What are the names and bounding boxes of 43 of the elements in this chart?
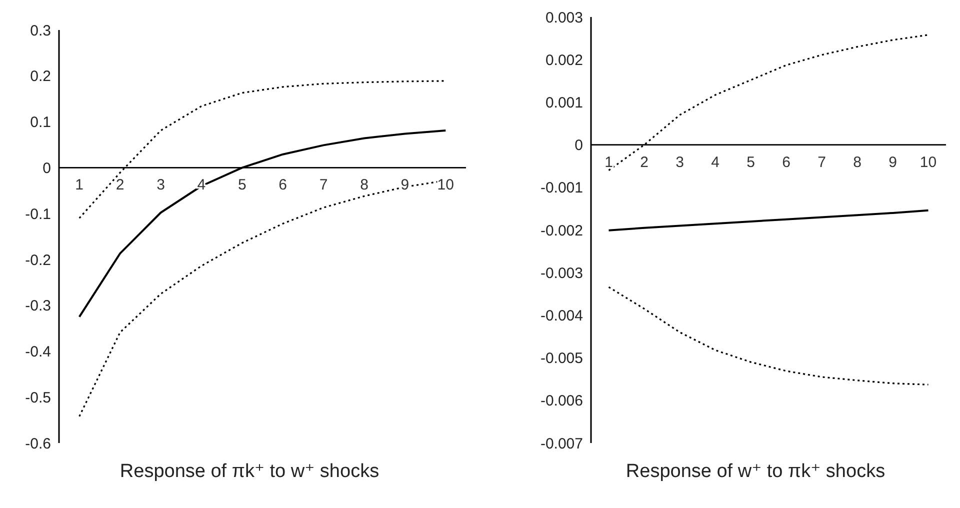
x-tick-label: 3 [676,154,684,171]
x-tick-label: 8 [360,176,368,194]
line-series [608,286,930,386]
x-tick-label: 4 [711,154,720,171]
x-tick-label: 2 [116,176,124,194]
text: Response of w⁺ to πk⁺ shocks [624,460,886,483]
x-tick-label: 7 [818,154,826,171]
y-tick-label: -0.005 [540,350,583,368]
x-tick-label: 7 [319,176,328,194]
x-tick-label: 6 [782,154,790,171]
x-tick-label: 2 [640,154,648,171]
x-tick-label: 8 [853,154,862,171]
text: Response of πk⁺ to w⁺ shocks [118,460,380,483]
y-tick-label: -0.004 [540,308,583,325]
y-tick-label: 0.2 [30,68,51,86]
x-tick-label: 6 [278,176,288,194]
y-tick-label: 0 [42,160,51,177]
y-tick-label: 0.1 [30,114,51,132]
y-tick-label: 0.003 [545,9,583,26]
y-tick-label: -0.002 [540,222,583,240]
y-tick-label: 0.3 [30,22,51,40]
x-tick-label: 3 [156,176,165,194]
y-tick-label: -0.007 [540,435,583,452]
x-tick-label: 5 [746,154,755,171]
y-tick-label: -0.003 [540,264,583,282]
y-tick-label: -0.006 [540,392,583,410]
y-tick-label: -0.4 [25,344,51,361]
x-tick-label: 1 [604,154,613,171]
line-series [608,209,930,232]
x-tick-label: 10 [437,176,454,194]
y-tick-label: 0.001 [545,94,583,112]
y-tick-label: 0 [574,137,583,154]
y-tick-label: -0.5 [25,389,51,406]
y-tick-label: -0.1 [25,206,51,223]
x-tick-label: 5 [238,176,246,194]
y-tick-label: -0.3 [25,298,51,315]
x-tick-label: 1 [75,176,84,194]
y-tick-label: -0.001 [540,180,583,197]
y-tick-label: -0.2 [25,252,51,269]
y-tick-label: -0.6 [25,435,51,452]
x-tick-label: 9 [888,154,897,171]
x-tick-label: 10 [920,154,937,171]
y-tick-label: 0.002 [545,52,583,69]
